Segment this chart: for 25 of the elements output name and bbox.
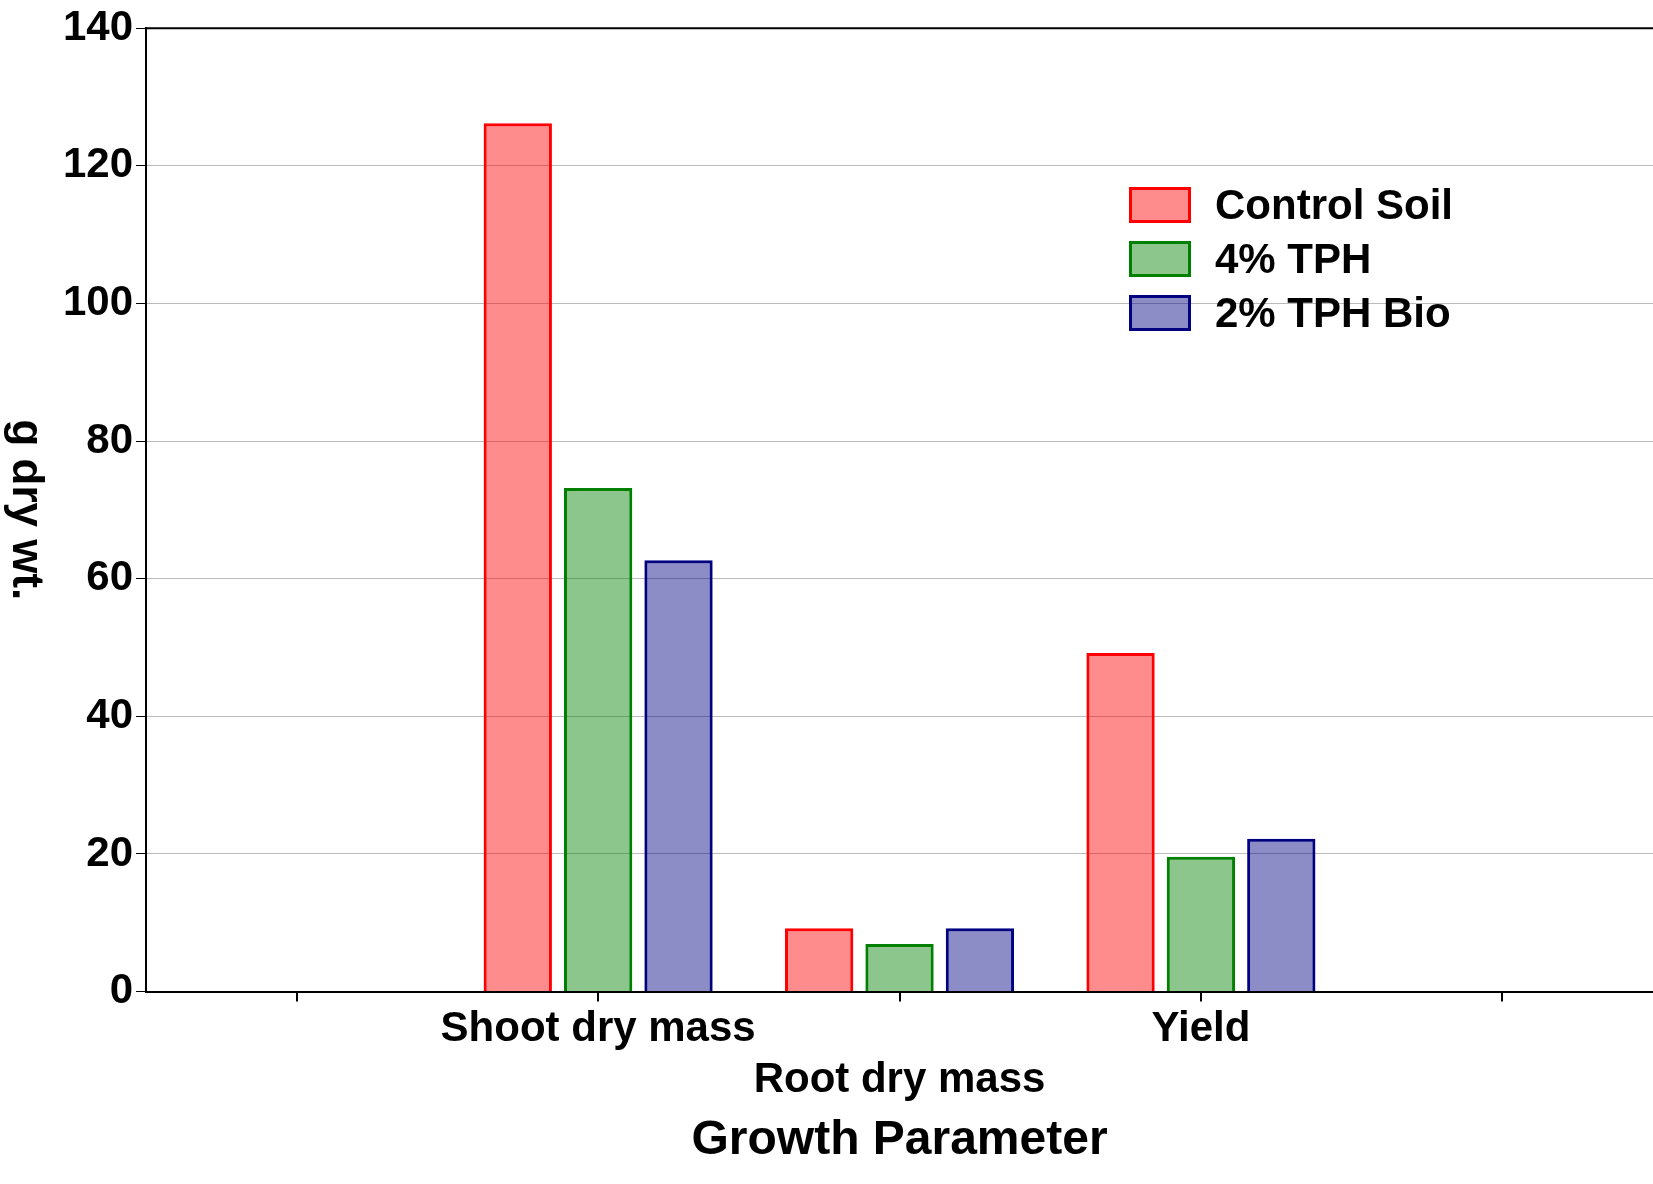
x-tick-label: Root dry mass xyxy=(753,1053,1046,1101)
bar xyxy=(1247,838,1316,992)
bar xyxy=(945,928,1015,992)
y-tick-label: 20 xyxy=(86,827,134,875)
bar xyxy=(1166,856,1236,992)
bar xyxy=(483,123,552,992)
bar xyxy=(785,928,854,992)
y-axis-title: g dry wt. xyxy=(3,419,53,601)
y-tick-label: 100 xyxy=(63,277,134,325)
bar xyxy=(564,487,633,992)
legend-label: 4% TPH xyxy=(1215,234,1372,285)
legend-label: Control Soil xyxy=(1215,180,1453,231)
bar xyxy=(865,944,934,992)
x-tick-label: Yield xyxy=(1151,1003,1251,1051)
x-axis-title: Growth Parameter xyxy=(691,1111,1108,1165)
bar xyxy=(1086,653,1155,992)
y-tick-label: 140 xyxy=(63,1,134,49)
y-tick-label: 80 xyxy=(86,414,134,462)
x-tick-label: Shoot dry mass xyxy=(440,1003,756,1051)
bar xyxy=(644,560,713,992)
y-tick-label: 60 xyxy=(86,552,134,600)
y-tick-label: 120 xyxy=(63,139,134,187)
legend-label: 2% TPH Bio xyxy=(1215,288,1451,339)
y-tick-label: 0 xyxy=(109,965,134,1013)
y-tick-label: 40 xyxy=(86,689,134,737)
